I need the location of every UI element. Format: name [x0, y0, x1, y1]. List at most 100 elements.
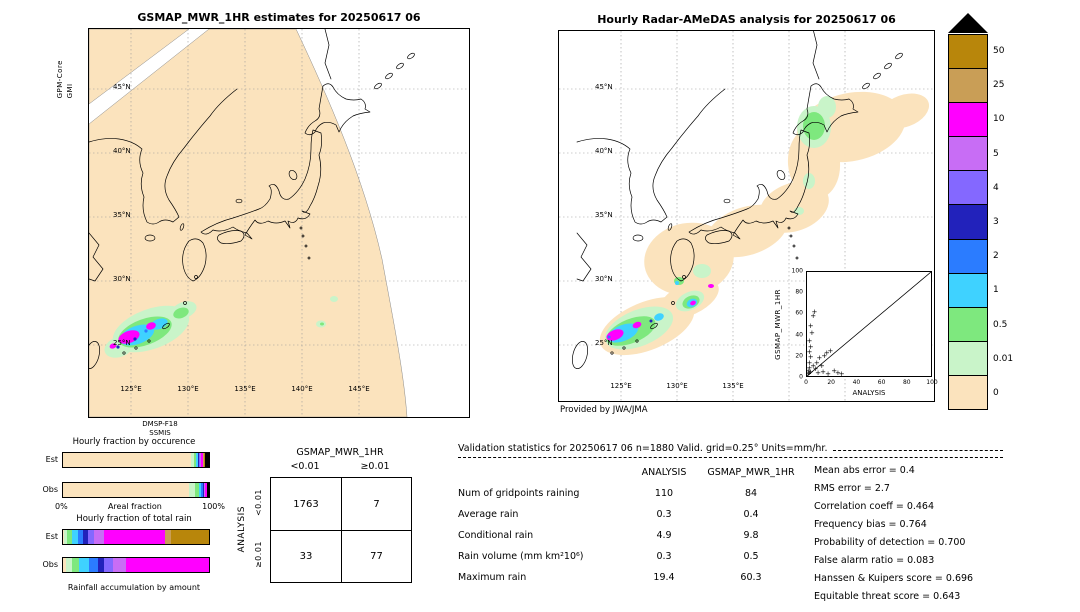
colorbar-label: 10	[993, 114, 1005, 125]
occurrence-obs-bar	[62, 482, 210, 498]
sensor-label-ssmis: SSMIS	[149, 429, 171, 438]
colorbar-labels: 50 25 10 5 4 3 2 1 0.5 0.01 0	[993, 34, 1029, 410]
bar-segment	[198, 453, 200, 467]
scatter-point: +	[806, 336, 813, 345]
grid-layer	[89, 29, 469, 417]
credit-text: Provided by JWA/JMA	[560, 405, 648, 415]
left-map-svg	[89, 29, 469, 417]
stats-row: Conditional rain 4.9 9.8	[458, 530, 759, 541]
dash-divider	[458, 457, 1003, 458]
stats-panel: Validation statistics for 20250617 06 n=…	[458, 443, 1003, 606]
bar-segment	[165, 530, 171, 544]
stats-row: Average rain 0.3 0.4	[458, 509, 759, 520]
colorbar-label: 1	[993, 285, 999, 296]
bar-segment	[63, 483, 189, 497]
total-rain-chart-title: Hourly fraction of total rain	[76, 514, 192, 524]
bar-segment	[199, 453, 200, 467]
occurrence-axis: 0% Areal fraction 100%	[55, 502, 225, 511]
left-map-sensor-bottom: DMSP-F18 SSMIS	[110, 420, 210, 439]
scatter-point: +	[825, 369, 831, 378]
contingency-grid: 1763 7 33 77	[270, 477, 412, 583]
colorbar-label: 4	[993, 182, 999, 193]
bar-segment	[103, 530, 166, 544]
colorbar-label: 50	[993, 46, 1005, 57]
contingency-row-header-2: ≥0.01	[254, 541, 264, 569]
colorbar-label: 0.01	[993, 353, 1014, 364]
scatter-point: +	[821, 352, 828, 361]
contingency-cell: 77	[341, 530, 411, 582]
scatter-point: +	[813, 358, 820, 367]
inset-x-tick: 40	[852, 379, 861, 386]
bar-segment	[63, 530, 65, 544]
bar-segment	[125, 558, 209, 572]
swath-layer	[89, 29, 408, 417]
inset-y-tick: 0	[799, 373, 803, 381]
lat-label: 35°N	[595, 211, 613, 219]
row-label-obs: Obs	[42, 485, 58, 494]
contingency-title: GSMAP_MWR_1HR	[296, 447, 384, 458]
colorbar-segment	[949, 35, 987, 69]
bar-segment	[204, 453, 209, 467]
bar-segment	[79, 558, 90, 572]
contingency-col-headers: <0.01 ≥0.01	[270, 461, 410, 472]
bar-segment	[202, 453, 204, 467]
contingency-row-header-1: <0.01	[254, 489, 264, 517]
lat-label: 35°N	[113, 211, 131, 219]
scatter-point: +	[810, 311, 817, 320]
scatter-point: +	[827, 347, 834, 356]
colorbar-segment	[949, 340, 987, 375]
col-header-lt: <0.01	[290, 461, 320, 472]
total-rain-est-row: Est	[38, 529, 210, 545]
scatter-point: +	[806, 358, 813, 367]
bar-segment	[71, 558, 80, 572]
bar-segment	[87, 530, 94, 544]
scatter-point: +	[835, 368, 841, 377]
scatter-point: +	[816, 354, 823, 363]
axis-label: Areal fraction	[107, 502, 162, 511]
bar-segment	[196, 453, 198, 467]
stats-table: ANALYSIS GSMAP_MWR_1HR Num of gridpoints…	[458, 462, 802, 606]
scatter-point: +	[831, 366, 838, 375]
row-label-est: Est	[45, 532, 58, 541]
bar-segment	[205, 483, 207, 497]
colorbar-segment	[949, 272, 987, 307]
contingency-cell: 1763	[293, 498, 319, 510]
stats-row: Num of gridpoints raining 110 84	[458, 488, 758, 499]
inset-x-ticks: 0 20 40 60 80 100	[804, 379, 938, 387]
scatter-point: +	[820, 367, 826, 376]
bar-segment	[206, 483, 209, 497]
inset-y-tick: 20	[795, 352, 803, 360]
bar-segment	[65, 558, 72, 572]
scatter-point: +	[815, 368, 822, 377]
bar-segment	[63, 558, 66, 572]
lon-label: 140°E	[291, 385, 313, 393]
left-map-title: GSMAP_MWR_1HR estimates for 20250617 06	[137, 11, 421, 24]
lat-label: 40°N	[113, 147, 131, 155]
lat-label: 30°N	[113, 275, 131, 283]
inset-x-axis-label: ANALYSIS	[852, 389, 886, 397]
contingency-row-axis: ANALYSIS	[237, 505, 248, 553]
colorbar-label: 0.5	[993, 319, 1008, 330]
bar-segment	[194, 453, 197, 467]
contingency-cell: 33	[271, 530, 341, 582]
scatter-point: +	[818, 361, 825, 370]
bar-segment	[77, 530, 84, 544]
bar-segment	[98, 558, 104, 572]
inset-y-tick: 60	[795, 309, 803, 317]
lat-label: 25°N	[595, 339, 613, 347]
scatter-point: +	[805, 369, 812, 378]
total-rain-obs-bar	[62, 557, 210, 573]
right-map: 45°N 40°N 35°N 30°N 25°N 125°E 130°E 135…	[558, 30, 938, 402]
scatter-point: +	[807, 353, 814, 362]
occurrence-obs-row: Obs	[38, 482, 210, 498]
scatter-inset: + + + + + + + + + + + + + + + + + + + + + + + + + + + +	[805, 271, 932, 378]
inset-y-axis-label: GSMAP_MWR_1HR	[773, 288, 782, 360]
lon-label: 145°E	[348, 385, 370, 393]
inset-x-tick: 20	[827, 379, 836, 386]
bar-segment	[103, 558, 113, 572]
bar-segment	[202, 483, 204, 497]
inset-y-tick: 40	[795, 331, 803, 339]
col-header-ge: ≥0.01	[360, 461, 390, 472]
stats-row: Maximum rain 19.4 60.3	[458, 572, 762, 583]
